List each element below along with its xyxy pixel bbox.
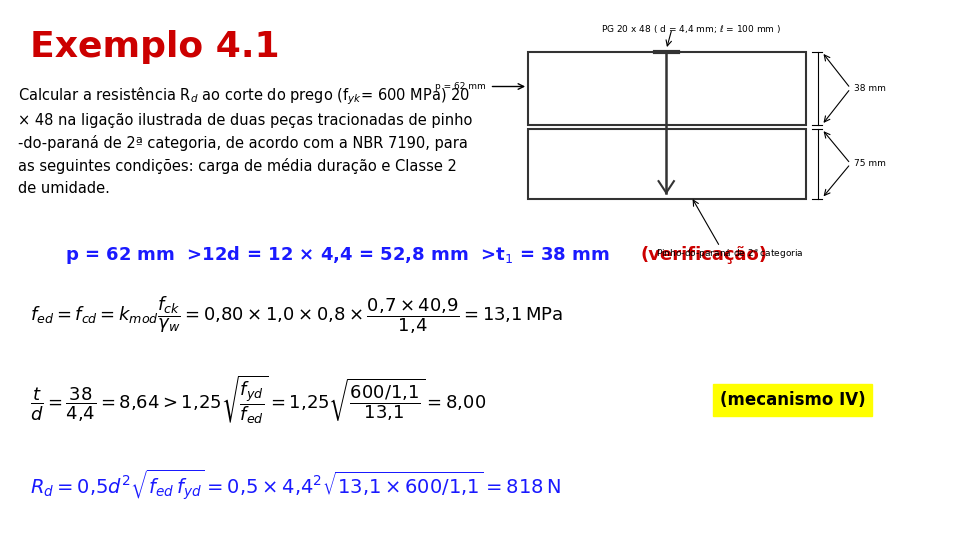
- Text: $\dfrac{t}{d} = \dfrac{38}{4{,}4} = 8{,}64 > 1{,}25\sqrt{\dfrac{f_{yd}}{f_{ed}}}: $\dfrac{t}{d} = \dfrac{38}{4{,}4} = 8{,}…: [30, 374, 486, 427]
- Text: 75 mm: 75 mm: [854, 159, 886, 168]
- Text: p = 62 mm: p = 62 mm: [435, 82, 486, 91]
- Bar: [528, 129, 806, 199]
- Text: Exemplo 4.1: Exemplo 4.1: [30, 30, 279, 64]
- Text: (verificação): (verificação): [640, 246, 767, 264]
- Text: Pinho-do-paraná de 2$^a$ categoria: Pinho-do-paraná de 2$^a$ categoria: [656, 247, 804, 260]
- Text: Calcular a resistência R$_d$ ao corte do prego (f$_{yk}$= 600 MPa) 20
× 48 na li: Calcular a resistência R$_d$ ao corte do…: [18, 85, 472, 196]
- Text: PG 20 x 48 ( d = 4,4 mm; $\ell$ = 100 mm ): PG 20 x 48 ( d = 4,4 mm; $\ell$ = 100 mm…: [601, 23, 781, 35]
- Bar: [528, 52, 806, 125]
- Text: $R_d = 0{,}5d^2\sqrt{f_{ed}\,f_{yd}} = 0{,}5 \times 4{,}4^2\sqrt{13{,}1 \times 6: $R_d = 0{,}5d^2\sqrt{f_{ed}\,f_{yd}} = 0…: [30, 468, 561, 502]
- Text: p = 62 mm  >12d = 12 × 4,4 = 52,8 mm  >t$_1$ = 38 mm: p = 62 mm >12d = 12 × 4,4 = 52,8 mm >t$_…: [65, 244, 612, 266]
- Text: $f_{ed} = f_{cd} = k_{mod}\dfrac{f_{ck}}{\gamma_w} = 0{,}80 \times 1{,}0 \times : $f_{ed} = f_{cd} = k_{mod}\dfrac{f_{ck}}…: [30, 294, 563, 336]
- Text: 38 mm: 38 mm: [854, 84, 886, 93]
- Text: (mecanismo IV): (mecanismo IV): [720, 391, 866, 409]
